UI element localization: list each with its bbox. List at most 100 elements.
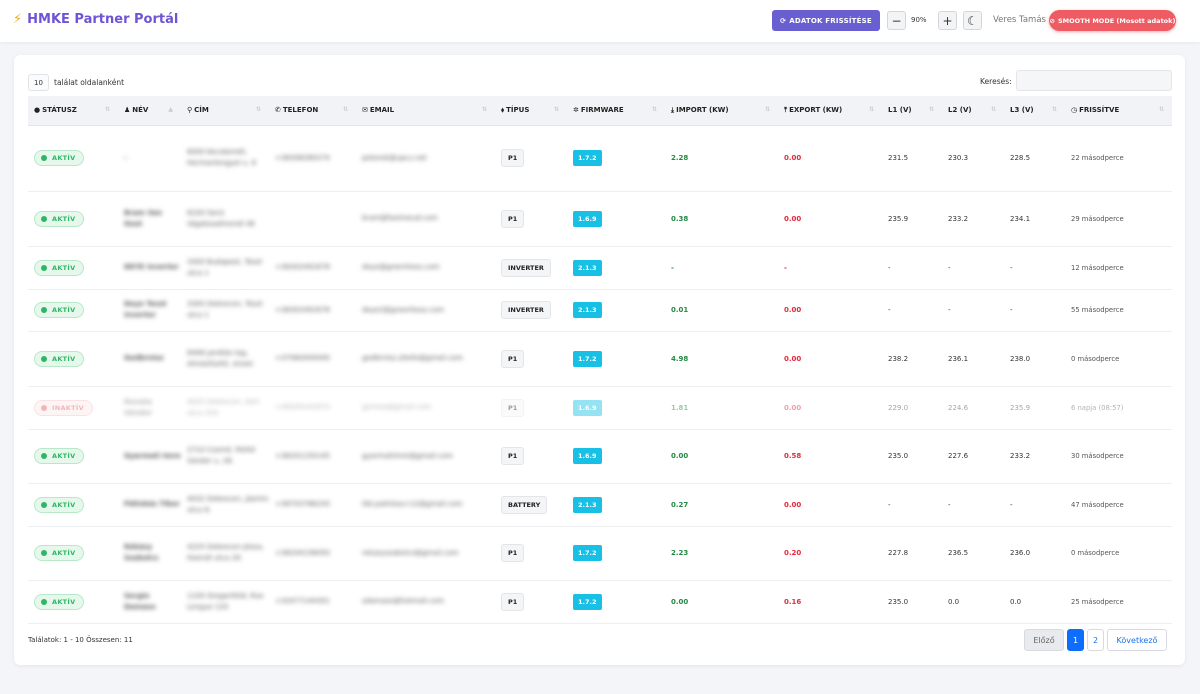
status-badge: AKTÍV bbox=[34, 302, 85, 318]
status-dot-icon bbox=[41, 215, 47, 222]
sort-icon: ⇅ bbox=[1158, 106, 1164, 113]
status-dot-icon bbox=[41, 550, 47, 556]
column-label: CÍM bbox=[194, 106, 209, 115]
partner-email: deye2@greenhess.com bbox=[362, 305, 445, 314]
status-dot-icon bbox=[41, 307, 47, 313]
l1-value: 235.0 bbox=[888, 452, 909, 460]
l3-value: - bbox=[1010, 263, 1013, 272]
status-dot-icon bbox=[41, 501, 47, 508]
l3-value: 238.0 bbox=[1010, 354, 1031, 363]
partner-email: bram@fastmeud.com bbox=[362, 214, 438, 223]
export-value: 0.20 bbox=[784, 549, 802, 557]
table-row[interactable]: AKTÍV Pálinkás Tibor 4032 Debrecen, Jázmin… bbox=[28, 483, 1172, 527]
status-badge: AKTÍV bbox=[34, 545, 85, 561]
table-row[interactable]: AKTÍV Bram Van Oost 8100 Gerá Vágeboadmend… bbox=[28, 191, 1172, 247]
column-header[interactable]: ⤓ IMPORT (KW) ⇅ bbox=[665, 96, 778, 126]
firmware-badge: 2.1.3 bbox=[573, 259, 602, 276]
phone-icon: ✆ bbox=[275, 106, 281, 115]
location-icon: ⚲ bbox=[187, 106, 193, 115]
status-badge: AKTÍV bbox=[34, 496, 85, 513]
column-header[interactable]: ✆ TELEFON ⇅ bbox=[269, 96, 356, 126]
l2-value: 224.6 bbox=[948, 403, 969, 412]
column-header[interactable]: ⚲ CÍM ⇅ bbox=[181, 96, 269, 126]
firmware-badge: 1.7.2 bbox=[573, 545, 602, 561]
table-row[interactable]: AKTÍV Sergio Damaso 1100 Gregenfeld, Rue L… bbox=[28, 580, 1172, 624]
column-header[interactable]: ♟ NÉV ▲ bbox=[118, 96, 181, 126]
l1-value: 231.5 bbox=[888, 154, 909, 162]
partner-address: 2710 Csemő, Pethő Sándor u. 26. bbox=[187, 446, 256, 465]
column-header[interactable]: L3 (V) ⇅ bbox=[1004, 96, 1065, 126]
user-icon: ♟ bbox=[124, 106, 131, 115]
search-input[interactable] bbox=[1016, 70, 1172, 91]
export-value: 0.58 bbox=[784, 452, 802, 460]
import-value: 0.38 bbox=[671, 214, 689, 223]
l2-value: 227.6 bbox=[948, 452, 969, 460]
smooth-mode-button[interactable]: ⊘ SMOOTH MODE (Mosott adatok) bbox=[1049, 10, 1176, 31]
firmware-badge: 2.1.3 bbox=[573, 496, 602, 513]
column-header[interactable]: ● STÁTUSZ ⇅ bbox=[28, 96, 118, 126]
status-badge: AKTÍV bbox=[34, 210, 85, 227]
column-header[interactable]: L2 (V) ⇅ bbox=[942, 96, 1004, 126]
column-header[interactable]: ⬧ TÍPUS ⇅ bbox=[495, 96, 567, 126]
column-header[interactable]: ✉ EMAIL ⇅ bbox=[356, 96, 495, 126]
column-header[interactable]: ✲ FIRMWARE ⇅ bbox=[567, 96, 665, 126]
table-row[interactable]: AKTÍV Rékázy Szabolcs 4225 Debrecen-Józsa,… bbox=[28, 526, 1172, 581]
previous-page-button[interactable]: Előző bbox=[1024, 629, 1064, 651]
partner-email: gyarmatiimre@gmail.com bbox=[362, 451, 453, 460]
upload-icon: ⤒ bbox=[784, 105, 788, 114]
sort-icon: ⇅ bbox=[342, 106, 348, 113]
partner-name: Rékázy Szabolcs bbox=[124, 543, 159, 562]
column-header[interactable]: ◷ FRISSÍTVE ⇅ bbox=[1065, 96, 1172, 126]
partner-phone: +36204141673 bbox=[275, 403, 330, 412]
download-icon: ⤓ bbox=[671, 105, 675, 114]
import-value: 0.00 bbox=[671, 597, 689, 606]
zoom-in-button[interactable]: + bbox=[938, 11, 957, 30]
refresh-data-button[interactable]: ⟳ ADATOK FRISSÍTÉSE bbox=[772, 10, 880, 31]
column-header[interactable]: L1 (V) ⇅ bbox=[882, 96, 942, 126]
user-name[interactable]: Veres Tamás bbox=[993, 15, 1046, 25]
l3-value: 0.0 bbox=[1010, 597, 1022, 606]
l1-value: 227.8 bbox=[888, 549, 909, 557]
sort-icon: ⇅ bbox=[1051, 106, 1057, 113]
l2-value: - bbox=[948, 500, 951, 509]
table-info: Találatok: 1 - 10 Összesen: 11 bbox=[28, 636, 133, 644]
chip-icon: ✲ bbox=[573, 106, 579, 115]
table-row[interactable]: AKTÍV Gyarmati Imre 2710 Csemő, Pethő Sánd… bbox=[28, 429, 1172, 484]
column-header[interactable]: ⤒ EXPORT (KW) ⇅ bbox=[778, 96, 882, 126]
page-2-button[interactable]: 2 bbox=[1087, 629, 1104, 651]
import-value: 0.27 bbox=[671, 500, 689, 509]
table-row[interactable]: AKTÍV Deye Teszt Inverter 3300 Debrecen, T… bbox=[28, 289, 1172, 332]
import-value: 4.98 bbox=[671, 354, 689, 363]
table-row[interactable]: AKTÍV DEYE Inverter 3300 Budapest, Teszt u… bbox=[28, 246, 1172, 290]
page-1-button[interactable]: 1 bbox=[1067, 629, 1084, 651]
updated-time: 29 másodperce bbox=[1071, 214, 1124, 223]
partner-address: 6406 Jandiás tag, Almásfüzitő, street bbox=[187, 348, 253, 368]
export-value: 0.00 bbox=[784, 154, 802, 162]
page-length-select[interactable]: 10 bbox=[28, 74, 49, 91]
brand[interactable]: ⚡ HMKE Partner Portál bbox=[13, 12, 178, 27]
partner-name: Renata Vándor bbox=[124, 397, 153, 417]
l3-value: 235.9 bbox=[1010, 403, 1031, 412]
export-value: 0.16 bbox=[784, 597, 802, 606]
sort-icon: ⇅ bbox=[990, 106, 996, 113]
partners-table: ● STÁTUSZ ⇅ ♟ NÉV ▲ ⚲ CÍM ⇅ ✆ TELEFON ⇅ ✉ EMAIL ⇅ ⬧ TÍPU… bbox=[28, 96, 1172, 624]
lightning-icon: ⚡ bbox=[13, 12, 23, 27]
sort-icon: ⇅ bbox=[104, 106, 110, 113]
next-page-button[interactable]: Következő bbox=[1107, 629, 1167, 651]
zoom-out-button[interactable]: − bbox=[887, 11, 906, 30]
table-row[interactable]: AKTÍV Gedbrnisz 6406 Jandiás tag, Almásfüz… bbox=[28, 331, 1172, 387]
export-value: - bbox=[784, 263, 787, 272]
column-label: EXPORT (KW) bbox=[789, 105, 843, 114]
firmware-badge: 1.6.9 bbox=[573, 399, 602, 416]
sort-icon: ⇅ bbox=[651, 106, 657, 113]
import-value: 0.01 bbox=[671, 306, 689, 314]
table-row[interactable]: INAKTÍV Renata Vándor 4025 Debrecen, Kert … bbox=[28, 386, 1172, 430]
zoom-level: 90% bbox=[911, 16, 927, 24]
l2-value: 236.5 bbox=[948, 549, 969, 557]
table-row[interactable]: AKTÍV - 6000 Kecskemét, Hermanlengyel u. 8… bbox=[28, 125, 1172, 192]
sort-icon: ⇅ bbox=[255, 106, 261, 113]
sort-icon: ⇅ bbox=[764, 106, 770, 113]
partner-address: 1100 Gregenfeld, Rue Longue 120 bbox=[187, 591, 264, 611]
l2-value: 233.2 bbox=[948, 214, 969, 223]
dark-mode-toggle[interactable]: ☾ bbox=[963, 11, 982, 30]
